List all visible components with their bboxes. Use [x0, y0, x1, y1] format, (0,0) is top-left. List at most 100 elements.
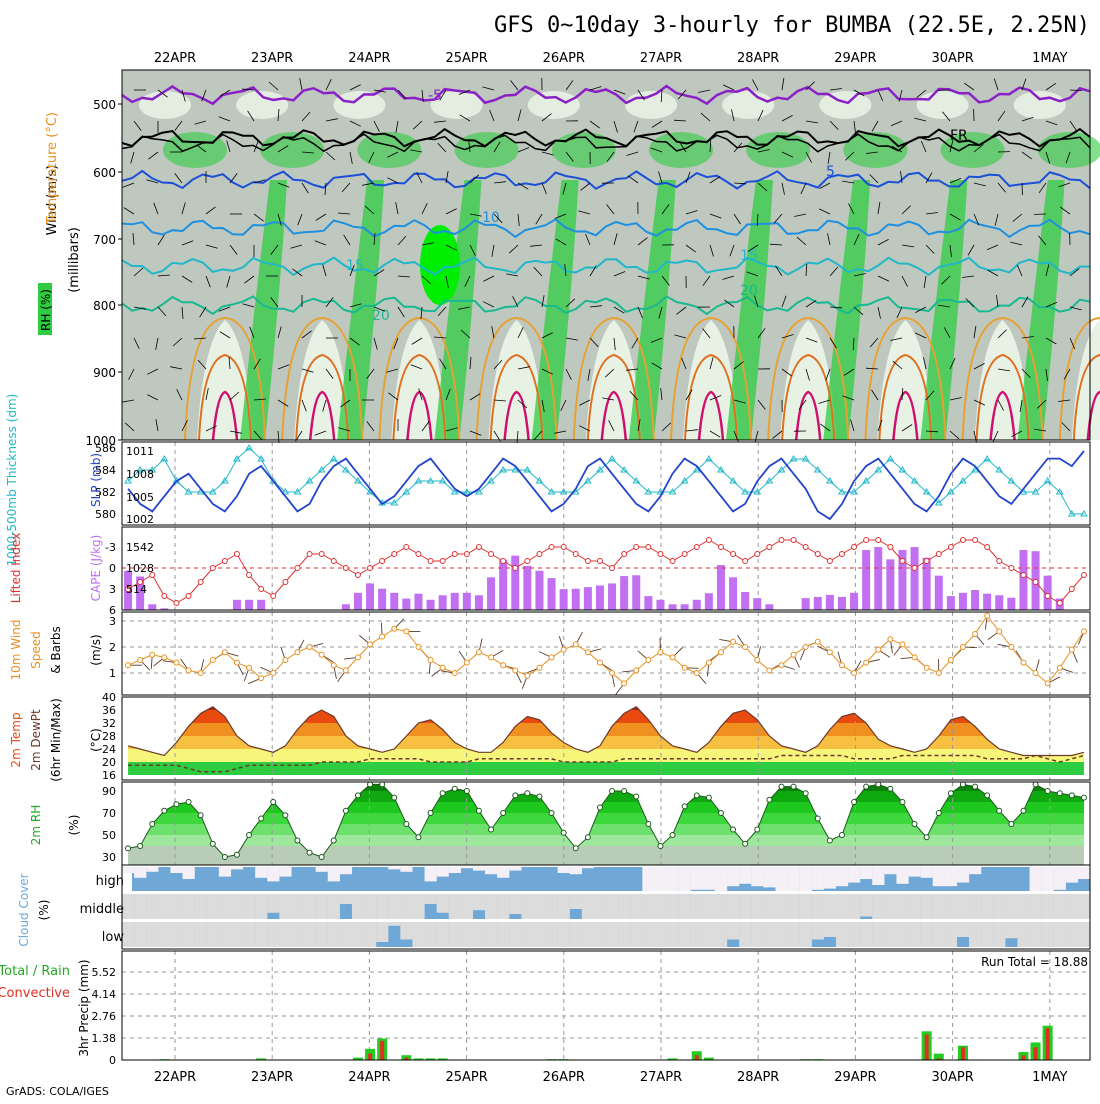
- lifted-index-series-marker: [440, 559, 445, 564]
- cloud-cell: [921, 867, 933, 878]
- cloud-cell: [884, 894, 896, 919]
- cape-bar: [814, 597, 822, 610]
- lifted-index-series-marker: [1081, 573, 1086, 578]
- cloud-cell: [703, 894, 715, 919]
- lifted-index-series-marker: [694, 545, 699, 550]
- cloud-cell: [654, 922, 666, 947]
- slp-ytick: 1011: [126, 445, 154, 458]
- cloud-cell: [679, 867, 691, 891]
- cloud-cell: [945, 922, 957, 947]
- cape-bar: [414, 594, 422, 610]
- wind10-series-marker: [355, 655, 360, 660]
- wind10-series-marker: [561, 647, 566, 652]
- lifted-index-series-marker: [706, 538, 711, 543]
- cloud-cell: [316, 894, 328, 919]
- date-label-bottom: 23APR: [251, 1070, 293, 1085]
- cloud-cell: [594, 922, 606, 947]
- wind10-series-marker: [271, 671, 276, 676]
- cloud-cell: [412, 894, 424, 919]
- cloud-cell: [751, 922, 763, 947]
- wind10-series-marker: [936, 671, 941, 676]
- precip-conv-bar: [961, 1047, 965, 1060]
- wind10-series-marker: [126, 663, 131, 668]
- date-label-top: 28APR: [737, 51, 779, 66]
- lifted-index-series-marker: [452, 552, 457, 557]
- cloud-cell: [763, 867, 775, 887]
- date-label-top: 25APR: [445, 51, 487, 66]
- ylabel-minmax: (6hr Min/Max): [49, 698, 63, 782]
- cloud-cell: [739, 922, 751, 947]
- cloud-cell: [195, 894, 207, 919]
- cape-bar: [765, 604, 773, 610]
- lifted-index-series-marker: [307, 552, 312, 557]
- temp-ytick: 20: [102, 756, 116, 769]
- upper-ytick: 700: [93, 233, 116, 247]
- lifted-index-series-marker: [779, 538, 784, 543]
- cloud-cell: [437, 867, 449, 877]
- cloud-cell: [993, 922, 1005, 947]
- cape-bar: [717, 565, 725, 610]
- cape-bar: [632, 575, 640, 610]
- cloud-cell: [267, 867, 279, 881]
- contour-label: -5: [428, 88, 442, 104]
- ylabel-temperature: Temperature (°C): [45, 112, 60, 225]
- date-label-top: 30APR: [931, 51, 973, 66]
- ylabel-millibars: (millibars): [67, 227, 82, 293]
- date-label-bottom: 25APR: [445, 1070, 487, 1085]
- rh2m-series-marker: [585, 835, 590, 840]
- cape-bar: [850, 593, 858, 610]
- cloud-cell: [279, 922, 291, 947]
- cloud-cell: [183, 894, 195, 919]
- rh2m-series-marker: [271, 800, 276, 805]
- cape-bar: [983, 594, 991, 610]
- rh-ytick: 30: [102, 851, 116, 864]
- wind10-series-marker: [549, 655, 554, 660]
- cloud-cell: [1030, 894, 1042, 919]
- wind10-series-marker: [295, 650, 300, 655]
- cloud-cell: [485, 894, 497, 919]
- wind10-series-marker: [537, 665, 542, 670]
- rh2m-series-marker: [706, 795, 711, 800]
- lifted-index-series-marker: [464, 552, 469, 557]
- cloud-cell: [304, 894, 316, 919]
- cloud-cell: [1054, 894, 1066, 919]
- cloud-cell: [134, 867, 146, 878]
- cloud-cell: [340, 867, 352, 874]
- cloud-cell: [546, 922, 558, 947]
- cloud-cell: [679, 894, 691, 919]
- ylabel-rh: RH (%): [39, 289, 53, 331]
- cloud-cell: [207, 922, 219, 947]
- cloud-cell: [267, 894, 279, 913]
- rh2m-series-marker: [960, 782, 965, 787]
- lifted-index-series-marker: [525, 559, 530, 564]
- wind10-series-marker: [501, 663, 506, 668]
- temp-band: [122, 697, 1090, 710]
- wind10-series-marker: [259, 676, 264, 681]
- lifted-index-series-marker: [924, 559, 929, 564]
- cloud-cell: [231, 922, 243, 947]
- wind10-series-marker: [222, 650, 227, 655]
- cloud-cell: [570, 894, 582, 909]
- rh2m-series-marker: [331, 838, 336, 843]
- cloud-cell: [642, 894, 654, 919]
- cloud-cell: [473, 867, 485, 871]
- temp-band: [122, 736, 1090, 749]
- cloud-cell: [449, 894, 461, 919]
- rh2m-series-marker: [259, 816, 264, 821]
- rh2m-series-marker: [743, 841, 748, 846]
- cloud-cell: [836, 922, 848, 947]
- cloud-cell: [425, 867, 437, 881]
- wind10-series-marker: [658, 650, 663, 655]
- cape-bar: [802, 598, 810, 610]
- precip-ytick: 5.52: [92, 966, 117, 979]
- lifted-index-series-marker: [561, 545, 566, 550]
- cloud-cell: [993, 894, 1005, 919]
- cape-bar: [439, 595, 447, 610]
- lifted-index-series-marker: [755, 552, 760, 557]
- lifted-index-series-marker: [186, 594, 191, 599]
- thickness-ytick: 580: [95, 508, 116, 521]
- cloud-level-label: low: [102, 930, 125, 945]
- wind10-series-marker: [234, 660, 239, 665]
- rh2m-series-marker: [489, 827, 494, 832]
- rh-unit: (%): [67, 815, 81, 836]
